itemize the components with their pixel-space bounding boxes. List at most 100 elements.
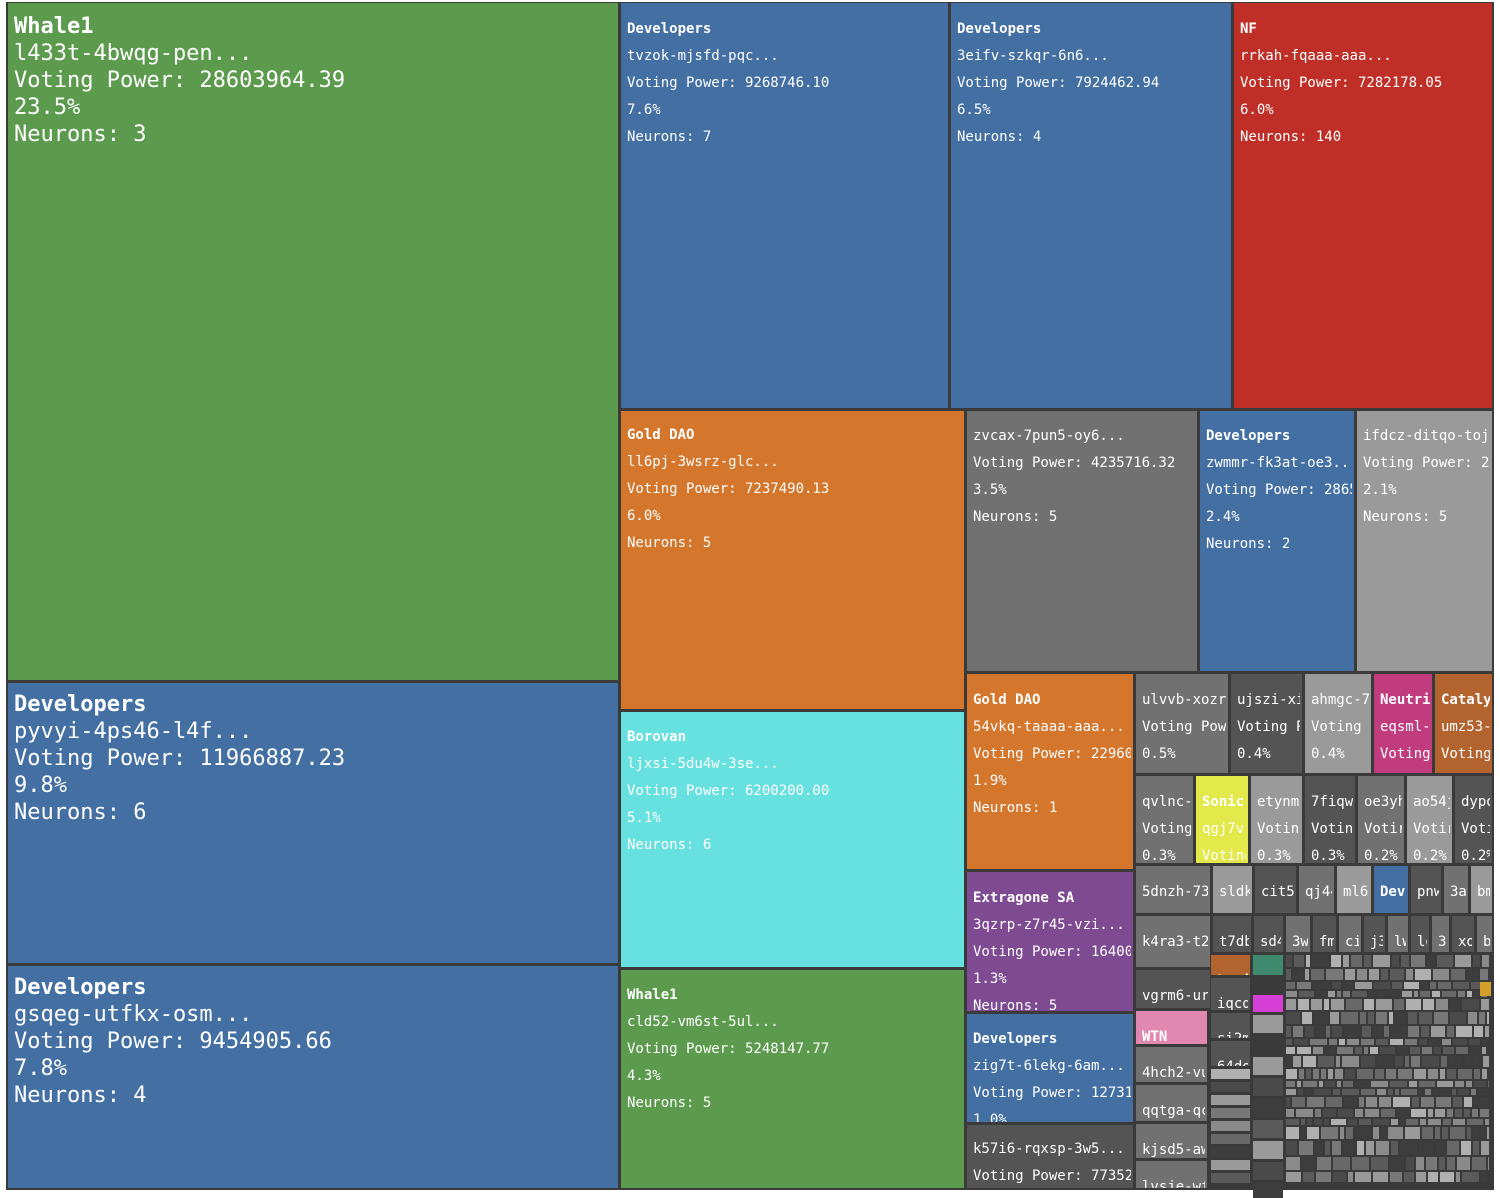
- micro-tile: [1344, 1097, 1357, 1107]
- treemap-tile-small[interactable]: kjsd5-aw: [1136, 1124, 1210, 1158]
- tile-rect: [8, 683, 618, 963]
- treemap-tile-small[interactable]: Sonic qgj7v- Voting: [1196, 776, 1253, 864]
- micro-tile: [1253, 955, 1283, 975]
- micro-tile: [1211, 1160, 1250, 1170]
- micro-tile: [1286, 1141, 1297, 1155]
- treemap-tile[interactable]: Borovan ljxsi-5du4w-3se... Voting Power: 6…: [621, 712, 964, 967]
- treemap-tile[interactable]: zvcax-7pun5-oy6... Voting Power: 4235716.…: [967, 411, 1197, 671]
- treemap-tile[interactable]: Developers zwmmr-fk3at-oe3... Voting Power…: [1200, 411, 1366, 671]
- micro-tile: [1478, 1089, 1488, 1095]
- treemap-tile-small[interactable]: Dev: [1374, 866, 1408, 913]
- micro-tile: [1336, 1056, 1340, 1067]
- tile-id-label: tvzok-mjsfd-pqc...: [627, 48, 779, 64]
- treemap-tile-small[interactable]: ml6r: [1337, 866, 1377, 913]
- treemap-tile-small[interactable]: dypo4 Voti 0.2%: [1455, 776, 1500, 864]
- tile-rect: [1255, 866, 1296, 913]
- treemap-tile[interactable]: Extragone SA 3qzrp-z7r45-vzi... Voting Pow…: [967, 872, 1142, 1014]
- treemap-tile[interactable]: Gold DAO 54vkq-taaaa-aaa... Voting Power: …: [967, 674, 1142, 869]
- treemap-tile-small[interactable]: t7db: [1213, 916, 1253, 952]
- treemap-tile-small[interactable]: lvsje-wf: [1136, 1161, 1209, 1195]
- tile-rect: [1388, 916, 1408, 952]
- treemap-tile-small[interactable]: si2m: [1211, 1013, 1251, 1047]
- treemap-tile[interactable]: NF rrkah-fqaaa-aaa... Voting Power: 728217…: [1234, 3, 1492, 408]
- treemap-tile-small[interactable]: Cataly umz53- Voting: [1435, 674, 1492, 773]
- treemap-tile-small[interactable]: ahmgc-7s Voting F 0.4%: [1305, 674, 1378, 773]
- treemap-tile-small[interactable]: cit5: [1255, 866, 1296, 913]
- treemap-tile-small[interactable]: ci: [1339, 916, 1362, 952]
- treemap-tile-small[interactable]: qj44: [1299, 866, 1339, 913]
- treemap-tile-small[interactable]: lq: [1411, 916, 1434, 952]
- treemap-tile-small[interactable]: fm: [1313, 916, 1336, 952]
- micro-tile: [1323, 1109, 1336, 1117]
- treemap-tile-small[interactable]: qvlnc- Voting 0.3%: [1136, 776, 1193, 864]
- treemap-tile-small[interactable]: j3: [1364, 916, 1387, 952]
- treemap-tile-small[interactable]: sd4: [1254, 916, 1285, 952]
- micro-tile: [1301, 1119, 1305, 1125]
- tile-id-label: 3a: [1450, 884, 1467, 900]
- tile-percent: 2.4%: [1206, 509, 1240, 525]
- treemap-tile-small[interactable]: bl: [1477, 916, 1500, 952]
- micro-tile: [1380, 1047, 1395, 1054]
- micro-tile: [1326, 969, 1343, 980]
- micro-tile: [1431, 1026, 1445, 1037]
- micro-tile: [1297, 1081, 1301, 1087]
- treemap-tile-small[interactable]: xo: [1452, 916, 1475, 952]
- treemap-tile[interactable]: Developers zig7t-6lekg-6am... Voting Power…: [967, 1014, 1142, 1128]
- tile-voting-power: Voting Powe: [1142, 719, 1235, 735]
- treemap-tile-small[interactable]: 3: [1432, 916, 1449, 952]
- tile-id-label: Dev: [1380, 884, 1405, 900]
- treemap-tile-small[interactable]: pnw: [1411, 866, 1443, 913]
- treemap-tile-small[interactable]: bm: [1471, 866, 1494, 913]
- micro-tile: [1312, 955, 1329, 967]
- treemap-tile-small[interactable]: ao54j Votir 0.2%: [1407, 776, 1455, 864]
- treemap-tile-small[interactable]: etynm- Voting 0.3%: [1251, 776, 1308, 864]
- treemap-tile-small[interactable]: ulvvb-xozrv Voting Powe 0.5%: [1136, 674, 1235, 773]
- micro-tile: [1377, 991, 1389, 997]
- treemap-tile-small[interactable]: 64do: [1211, 1041, 1251, 1075]
- treemap-tile-small[interactable]: ujszi-xi Voting P 0.4%: [1231, 674, 1304, 773]
- micro-tile: [1456, 1026, 1472, 1037]
- micro-tile: [1317, 1157, 1331, 1170]
- micro-tile: [1447, 1157, 1455, 1170]
- treemap-tile[interactable]: Developers tvzok-mjsfd-pqc... Voting Power…: [621, 3, 948, 408]
- treemap-tile-small[interactable]: lw: [1388, 916, 1411, 952]
- micro-tile: [1302, 1157, 1315, 1170]
- tile-id-label: 64do: [1217, 1059, 1251, 1075]
- treemap-tile-small[interactable]: 3w: [1286, 916, 1310, 952]
- treemap-tile[interactable]: Whale1 cld52-vm6st-5ul... Voting Power: 52…: [621, 970, 964, 1188]
- treemap-tile[interactable]: ifdcz-ditqo-toj. Voting Power: 24 2.1% Neur…: [1357, 411, 1498, 671]
- tile-rect: [1136, 674, 1228, 773]
- micro-tile: [1371, 1157, 1388, 1170]
- treemap-tile-small[interactable]: iqcq: [1211, 978, 1251, 1012]
- treemap-tile-small[interactable]: qqtga-qc: [1136, 1085, 1209, 1121]
- treemap-tile-small[interactable]: vgrm6-ur: [1136, 970, 1210, 1008]
- micro-tile: [1420, 1119, 1426, 1125]
- treemap-tile-small[interactable]: WTN: [1136, 1011, 1207, 1045]
- treemap-tile-small[interactable]: oe3yh Votir 0.2%: [1358, 776, 1406, 864]
- treemap-tile-small[interactable]: 7fiqw- Voting 0.3%: [1305, 776, 1362, 864]
- treemap-tile[interactable]: Developers 3eifv-szkqr-6n6... Voting Power…: [951, 3, 1231, 408]
- micro-tile: [1339, 1039, 1345, 1045]
- treemap-tile-small[interactable]: Lori: [1211, 955, 1251, 989]
- micro-tile: [1428, 1172, 1438, 1182]
- micro-tile: [1388, 1089, 1393, 1095]
- tile-rect: [1374, 866, 1408, 913]
- micro-tile: [1332, 982, 1341, 989]
- treemap-tile-small[interactable]: 5dnzh-73: [1136, 866, 1210, 913]
- micro-tile: [1315, 1109, 1321, 1117]
- treemap-tile[interactable]: k57i6-rqxsp-3w5... Voting Power: 773528: [967, 1125, 1142, 1188]
- tile-rect: [1234, 3, 1492, 408]
- micro-tile: [1482, 1069, 1487, 1079]
- treemap-tile-small[interactable]: Neutri eqsml-' Voting: [1374, 674, 1439, 773]
- tile-id-label: Cataly: [1441, 692, 1492, 708]
- treemap-tile-small[interactable]: 3a: [1444, 866, 1468, 913]
- treemap-tile-small[interactable]: k4ra3-t2: [1136, 916, 1210, 967]
- treemap-tile-small[interactable]: 4hch2-vu: [1136, 1047, 1209, 1082]
- treemap-tile-small[interactable]: sldk: [1213, 866, 1253, 913]
- micro-tile: [1397, 1047, 1408, 1054]
- treemap-tile[interactable]: Gold DAO ll6pj-3wsrz-glc... Voting Power: …: [621, 411, 964, 709]
- tile-group-label: Whale1: [627, 987, 678, 1003]
